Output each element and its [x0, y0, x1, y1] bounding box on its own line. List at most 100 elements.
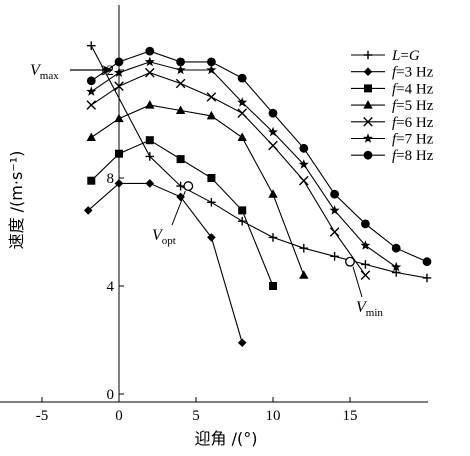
- marker-diamond: [114, 179, 124, 188]
- vmax-arrow-head: [104, 66, 113, 74]
- marker-star: [144, 56, 155, 67]
- series-cross: [86, 67, 371, 280]
- marker-circle: [114, 57, 124, 67]
- vmax-label: Vmax: [30, 62, 59, 82]
- marker-triangle: [237, 132, 247, 141]
- legend-label: f=6 Hz: [392, 115, 434, 131]
- series-square: [87, 136, 277, 290]
- marker-star: [329, 205, 340, 215]
- x-tick-label: 0: [115, 408, 123, 424]
- marker-star: [362, 133, 374, 143]
- x-ticks: -5 0 5 10 15: [36, 397, 358, 424]
- marker-plus: [207, 198, 216, 207]
- series-diamond: [83, 179, 247, 347]
- y-tick-label: 0: [107, 387, 115, 403]
- legend-label: f=5 Hz: [392, 98, 434, 114]
- marker-triangle: [206, 110, 217, 120]
- series-plus: [86, 41, 432, 283]
- marker-star: [175, 64, 186, 75]
- marker-diamond: [145, 179, 155, 188]
- legend-item: [351, 84, 385, 93]
- series-line: [90, 72, 366, 276]
- marker-cross: [237, 108, 247, 118]
- marker-diamond: [363, 67, 373, 76]
- legend-item: [351, 100, 385, 109]
- x-axis-title: 迎角 /(°): [195, 429, 258, 448]
- marker-triangle: [145, 100, 155, 109]
- marker-cross: [114, 81, 124, 91]
- x-tick-label: 5: [192, 408, 200, 424]
- legend-item: [351, 67, 385, 76]
- marker-cross: [145, 67, 155, 78]
- x-tick-label: 10: [266, 408, 281, 424]
- y-ticks: 04812: [99, 63, 124, 403]
- y-tick-label: 4: [107, 279, 115, 295]
- marker-diamond: [176, 192, 185, 202]
- marker-circle: [299, 143, 309, 153]
- legend-item: [351, 50, 385, 60]
- marker-star: [237, 97, 248, 107]
- marker-star: [86, 86, 97, 96]
- marker-triangle: [175, 105, 186, 114]
- marker-plus: [363, 50, 373, 60]
- marker-diamond: [83, 206, 93, 215]
- marker-triangle: [299, 270, 309, 279]
- marker-square: [238, 206, 247, 215]
- marker-cross: [329, 227, 340, 237]
- marker-circle: [363, 150, 373, 160]
- annotations: Vmax Vopt Vmin: [30, 62, 383, 319]
- marker-cross: [299, 175, 309, 186]
- marker-square: [364, 84, 372, 93]
- marker-circle: [207, 57, 216, 67]
- marker-plus: [237, 216, 247, 226]
- marker-plus: [299, 243, 309, 253]
- y-axis-title: 速度 /(m·s⁻¹): [7, 151, 26, 250]
- marker-cross: [175, 78, 186, 89]
- vopt-label: Vopt: [152, 227, 176, 247]
- marker-triangle: [268, 189, 278, 198]
- marker-plus: [361, 260, 370, 269]
- marker-cross: [206, 92, 217, 102]
- series-line: [87, 182, 243, 343]
- legend-item: [351, 150, 385, 160]
- vmin-marker: [345, 256, 355, 267]
- marker-square: [269, 282, 277, 290]
- legend-label: f=3 Hz: [392, 65, 434, 81]
- vmin-label: Vmin: [356, 299, 383, 319]
- marker-plus: [391, 268, 401, 277]
- x-tick-label: 15: [343, 408, 358, 424]
- marker-cross: [268, 140, 278, 151]
- marker-circle: [361, 219, 370, 229]
- marker-square: [115, 149, 123, 158]
- marker-circle: [176, 57, 186, 67]
- marker-diamond: [207, 233, 216, 242]
- series-star: [86, 56, 402, 272]
- marker-star: [360, 240, 371, 250]
- legend-label: f=4 Hz: [392, 81, 434, 97]
- legend: L=Gf=3 Hzf=4 Hzf=5 Hzf=6 Hzf=7 Hzf=8 Hz: [351, 48, 434, 164]
- marker-circle: [145, 46, 155, 56]
- vopt-marker: [183, 181, 194, 192]
- marker-square: [207, 174, 216, 182]
- x-tick-label: -5: [36, 408, 49, 424]
- series-layer: [83, 41, 432, 347]
- y-tick-label: 8: [107, 171, 115, 187]
- marker-square: [176, 155, 185, 164]
- marker-circle: [422, 257, 432, 267]
- marker-plus: [330, 252, 339, 261]
- marker-triangle: [114, 113, 124, 123]
- legend-label: f=8 Hz: [392, 148, 434, 164]
- marker-star: [298, 159, 309, 169]
- marker-plus: [268, 233, 278, 242]
- legend-label: L=G: [391, 48, 420, 64]
- marker-star: [391, 261, 402, 272]
- legend-item: [351, 117, 385, 127]
- series-triangle: [86, 100, 309, 279]
- marker-star: [267, 126, 279, 137]
- marker-triangle: [86, 132, 96, 141]
- marker-circle: [237, 73, 247, 83]
- vmin-leader: [352, 266, 363, 298]
- series-line: [90, 50, 428, 263]
- marker-circle: [391, 243, 401, 253]
